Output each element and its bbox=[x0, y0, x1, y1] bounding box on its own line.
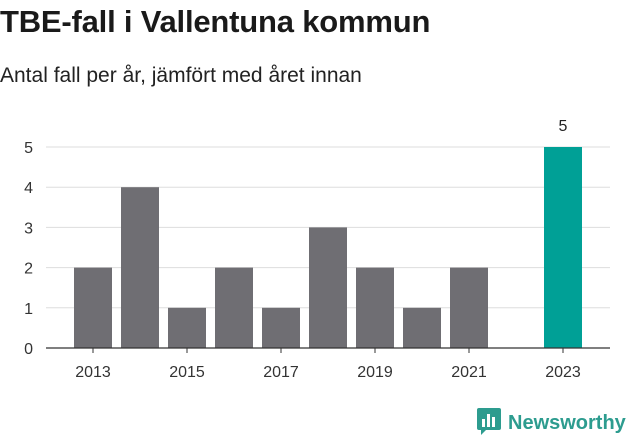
chart-subtitle: Antal fall per år, jämfört med året inna… bbox=[0, 64, 362, 87]
newsworthy-logo-icon bbox=[476, 407, 502, 440]
axes: 0 1 2 3 4 5 2013 2015 2017 2019 2021 2023 bbox=[24, 140, 610, 381]
bar-2017 bbox=[262, 307, 300, 348]
y-tick-label: 3 bbox=[24, 220, 33, 237]
x-tick-label: 2019 bbox=[357, 364, 393, 381]
bar-2015 bbox=[168, 307, 206, 348]
x-tick-label: 2013 bbox=[75, 364, 111, 381]
y-tick-label: 0 bbox=[24, 341, 33, 358]
y-tick-label: 5 bbox=[24, 140, 33, 157]
chart-title: TBE-fall i Vallentuna kommun bbox=[0, 4, 431, 39]
bar-chart: 0 1 2 3 4 5 2013 2015 2017 2019 2021 2023 5 bbox=[24, 118, 610, 381]
y-tick-label: 1 bbox=[24, 301, 33, 318]
data-labels: 5 bbox=[559, 118, 568, 135]
x-tick-label: 2021 bbox=[451, 364, 487, 381]
newsworthy-brand: Newsworthy bbox=[476, 407, 626, 440]
bars bbox=[74, 147, 582, 348]
bar-2019 bbox=[356, 267, 394, 348]
bar-2020 bbox=[403, 307, 441, 348]
bar-2023 bbox=[544, 147, 582, 348]
bar-2013 bbox=[74, 267, 112, 348]
bar-2014 bbox=[121, 187, 159, 348]
y-tick-label: 2 bbox=[24, 261, 33, 278]
brand-name: Newsworthy bbox=[508, 411, 626, 434]
data-label-2023: 5 bbox=[559, 118, 568, 135]
y-tick-label: 4 bbox=[24, 180, 33, 197]
bar-2018 bbox=[309, 227, 347, 348]
x-tick-label: 2015 bbox=[169, 364, 205, 381]
bar-2016 bbox=[215, 267, 253, 348]
bar-2021 bbox=[450, 267, 488, 348]
x-tick-label: 2023 bbox=[545, 364, 581, 381]
x-tick-label: 2017 bbox=[263, 364, 299, 381]
